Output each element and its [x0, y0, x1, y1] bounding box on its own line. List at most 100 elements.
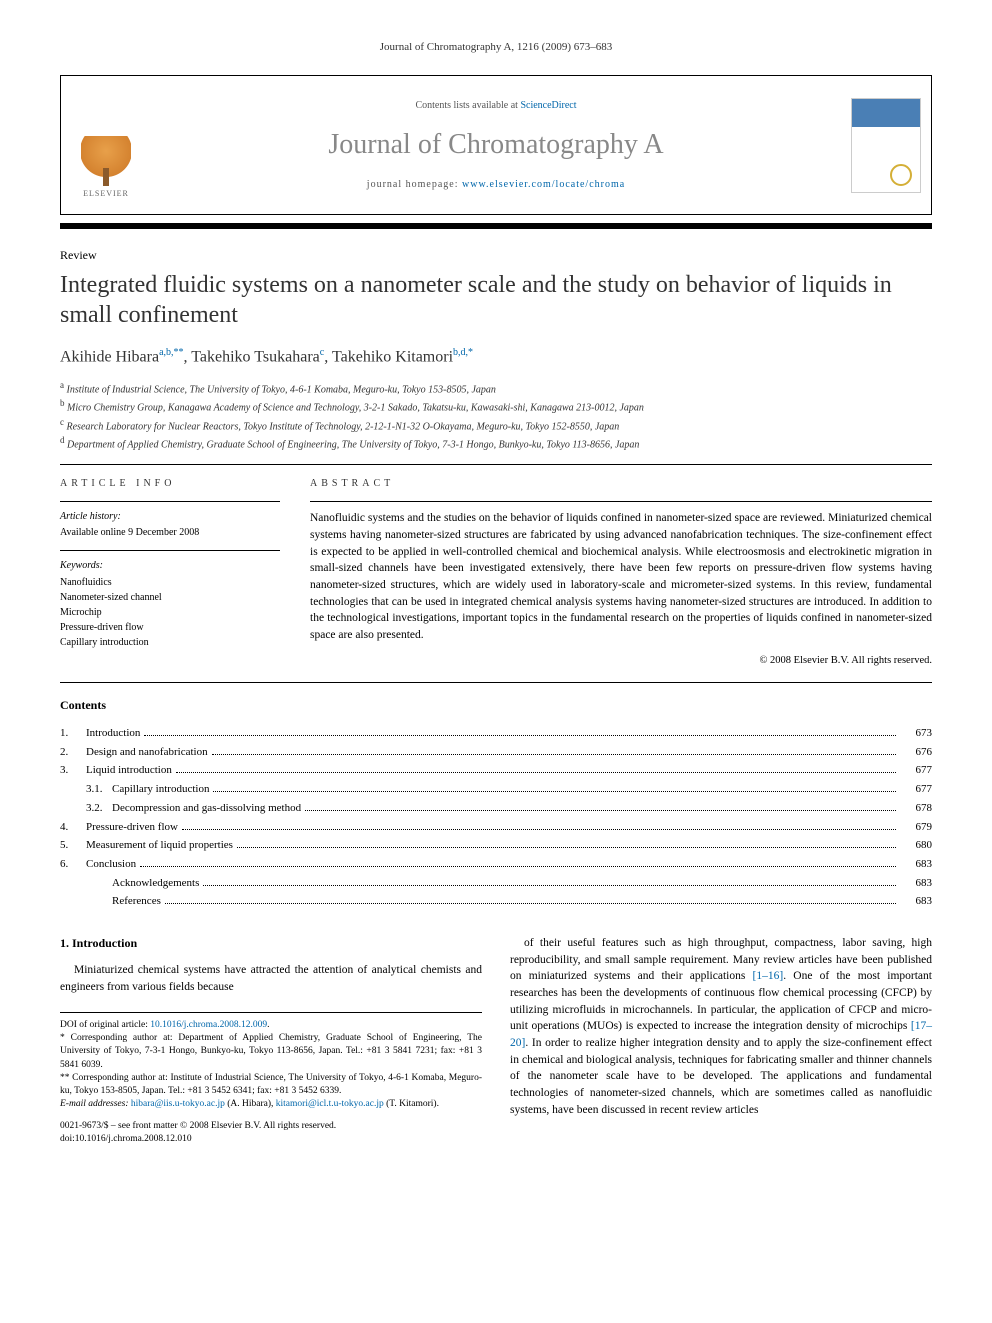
article-type: Review — [60, 247, 932, 264]
article-title: Integrated fluidic systems on a nanomete… — [60, 270, 932, 330]
toc-num: 3.1. — [60, 780, 112, 799]
article-info: ARTICLE INFO Article history: Available … — [60, 477, 280, 668]
affil-mark: a — [60, 380, 64, 390]
keyword: Capillary introduction — [60, 635, 280, 650]
affil-mark: b — [60, 398, 65, 408]
keyword: Nanometer-sized channel — [60, 590, 280, 605]
email-label: E-mail addresses: — [60, 1099, 131, 1109]
intro-para-2: of their useful features such as high th… — [510, 935, 932, 1118]
toc-leader-dots — [203, 885, 896, 886]
toc-label: Introduction — [86, 724, 140, 743]
toc-page: 678 — [900, 799, 932, 818]
masthead-center: Contents lists available at ScienceDirec… — [151, 76, 841, 214]
toc-leader-dots — [140, 866, 896, 867]
keyword: Nanofluidics — [60, 575, 280, 590]
info-abstract-row: ARTICLE INFO Article history: Available … — [60, 477, 932, 668]
toc-num: 1. — [60, 724, 86, 743]
toc-row: References683 — [60, 892, 932, 911]
publisher-logo-cell: ELSEVIER — [61, 76, 151, 214]
toc-label: Measurement of liquid properties — [86, 836, 233, 855]
toc-num: 5. — [60, 836, 86, 855]
toc-row: 4.Pressure-driven flow679 — [60, 818, 932, 837]
masthead-rule — [60, 223, 932, 229]
toc-page: 683 — [900, 874, 932, 893]
table-of-contents: 1.Introduction6732.Design and nanofabric… — [60, 724, 932, 911]
corresponding-2: ** Corresponding author at: Institute of… — [60, 1072, 482, 1099]
front-matter: 0021-9673/$ – see front matter © 2008 El… — [60, 1120, 482, 1147]
contents-heading: Contents — [60, 697, 932, 714]
affil-mark: c — [60, 417, 64, 427]
body-col-left: 1. Introduction Miniaturized chemical sy… — [60, 935, 482, 1146]
doi-label: DOI of original article: — [60, 1020, 148, 1030]
cover-cell — [841, 76, 931, 214]
doi-link[interactable]: 10.1016/j.chroma.2008.12.009 — [150, 1020, 267, 1030]
history-text: Available online 9 December 2008 — [60, 526, 280, 540]
toc-leader-dots — [237, 847, 896, 848]
toc-label: References — [112, 892, 161, 911]
body-col-right: of their useful features such as high th… — [510, 935, 932, 1146]
affil-text: Micro Chemistry Group, Kanagawa Academy … — [67, 403, 644, 414]
email-who-2: (T. Kitamori). — [384, 1099, 439, 1109]
toc-page: 680 — [900, 836, 932, 855]
keywords-list: Nanofluidics Nanometer-sized channel Mic… — [60, 575, 280, 650]
footnotes: DOI of original article: 10.1016/j.chrom… — [60, 1012, 482, 1112]
toc-label: Liquid introduction — [86, 761, 172, 780]
front-matter-line-2: doi:10.1016/j.chroma.2008.12.010 — [60, 1133, 482, 1146]
front-matter-line-1: 0021-9673/$ – see front matter © 2008 El… — [60, 1120, 482, 1133]
email-link-1[interactable]: hibara@iis.u-tokyo.ac.jp — [131, 1099, 225, 1109]
journal-homepage: journal homepage: www.elsevier.com/locat… — [367, 178, 625, 192]
toc-row: 1.Introduction673 — [60, 724, 932, 743]
toc-num: 3. — [60, 761, 86, 780]
email-footnote: E-mail addresses: hibara@iis.u-tokyo.ac.… — [60, 1098, 482, 1111]
affiliation: b Micro Chemistry Group, Kanagawa Academ… — [60, 397, 932, 415]
toc-row: 3.1.Capillary introduction677 — [60, 780, 932, 799]
toc-page: 677 — [900, 761, 932, 780]
rule — [60, 682, 932, 683]
affil-text: Department of Applied Chemistry, Graduat… — [67, 439, 639, 450]
toc-leader-dots — [176, 772, 896, 773]
author: Takehiko Tsukahara — [191, 349, 320, 366]
toc-page: 676 — [900, 743, 932, 762]
contents-available: Contents lists available at ScienceDirec… — [415, 99, 576, 113]
ref-link[interactable]: [1–16] — [753, 970, 784, 982]
toc-row: 3.2.Decompression and gas-dissolving met… — [60, 799, 932, 818]
elsevier-tree-icon — [81, 136, 131, 186]
toc-row: 6.Conclusion683 — [60, 855, 932, 874]
toc-leader-dots — [144, 735, 896, 736]
body-columns: 1. Introduction Miniaturized chemical sy… — [60, 935, 932, 1146]
toc-leader-dots — [212, 754, 896, 755]
article-info-heading: ARTICLE INFO — [60, 477, 280, 491]
toc-label: Conclusion — [86, 855, 136, 874]
toc-label: Design and nanofabrication — [86, 743, 208, 762]
section-heading-intro: 1. Introduction — [60, 935, 482, 952]
rule — [310, 501, 932, 502]
author-marks: b,d,* — [453, 347, 473, 358]
toc-page: 679 — [900, 818, 932, 837]
journal-name: Journal of Chromatography A — [328, 125, 663, 164]
toc-row: 3.Liquid introduction 677 — [60, 761, 932, 780]
toc-row: Acknowledgements683 — [60, 874, 932, 893]
affil-mark: d — [60, 435, 65, 445]
doi-footnote: DOI of original article: 10.1016/j.chrom… — [60, 1019, 482, 1032]
para2-post: . In order to realize higher integration… — [510, 1037, 932, 1116]
abstract-heading: ABSTRACT — [310, 477, 932, 491]
affiliation: d Department of Applied Chemistry, Gradu… — [60, 434, 932, 452]
toc-page: 683 — [900, 855, 932, 874]
sciencedirect-link[interactable]: ScienceDirect — [520, 100, 576, 111]
homepage-link[interactable]: www.elsevier.com/locate/chroma — [462, 179, 625, 190]
abstract-text: Nanofluidic systems and the studies on t… — [310, 510, 932, 643]
running-header: Journal of Chromatography A, 1216 (2009)… — [60, 40, 932, 55]
abstract: ABSTRACT Nanofluidic systems and the stu… — [310, 477, 932, 668]
publisher-name: ELSEVIER — [83, 188, 129, 199]
toc-num: 4. — [60, 818, 86, 837]
intro-para-1: Miniaturized chemical systems have attra… — [60, 962, 482, 995]
elsevier-logo: ELSEVIER — [76, 136, 136, 206]
email-link-2[interactable]: kitamori@icl.t.u-tokyo.ac.jp — [276, 1099, 384, 1109]
author-marks: c — [320, 347, 324, 358]
toc-num: 3.2. — [60, 799, 112, 818]
toc-leader-dots — [182, 829, 896, 830]
rule — [60, 464, 932, 465]
affiliation: c Research Laboratory for Nuclear Reacto… — [60, 416, 932, 434]
contents-prefix: Contents lists available at — [415, 100, 520, 111]
toc-num: 2. — [60, 743, 86, 762]
